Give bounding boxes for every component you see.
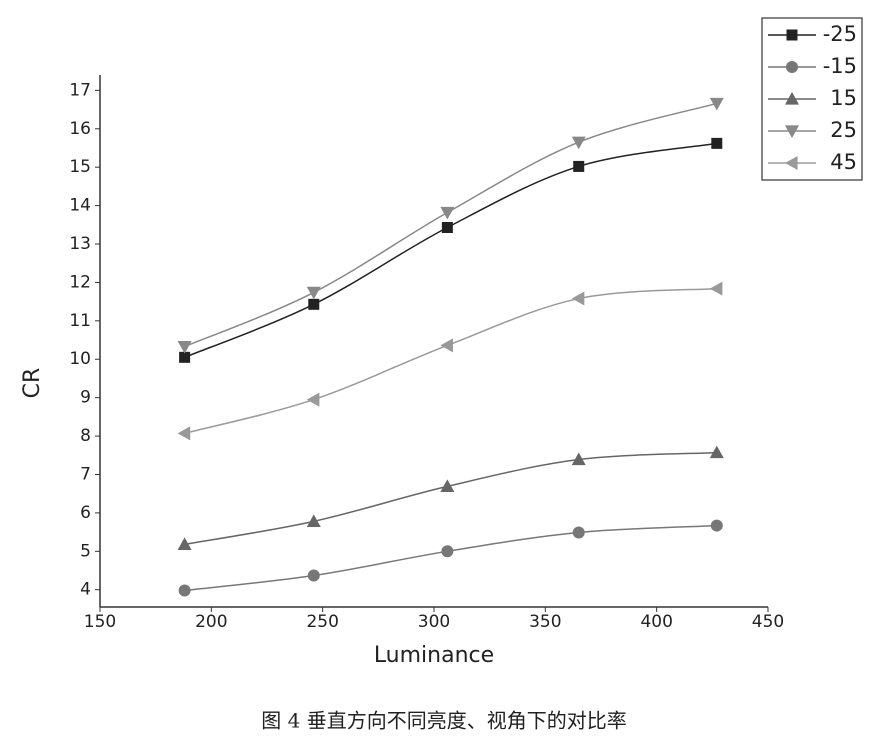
legend-label: 15 — [830, 86, 857, 110]
y-tick-label: 11 — [69, 311, 91, 331]
data-point — [177, 340, 192, 354]
data-point — [306, 392, 320, 407]
data-point — [571, 136, 586, 150]
x-tick-label: 450 — [752, 612, 784, 632]
legend-label: 25 — [830, 118, 857, 142]
data-point — [179, 351, 191, 363]
legend-marker — [786, 61, 798, 73]
legend-marker — [785, 92, 799, 105]
series-line — [184, 287, 717, 435]
data-point — [308, 298, 320, 310]
data-point — [306, 286, 321, 300]
data-point — [440, 338, 453, 353]
y-tick-label: 16 — [69, 119, 91, 139]
y-tick-label: 13 — [69, 234, 91, 254]
x-tick-label: 200 — [195, 612, 227, 632]
data-point — [441, 221, 453, 233]
data-point — [306, 514, 321, 527]
x-tick-label: 250 — [306, 612, 338, 632]
series-line — [184, 142, 717, 359]
x-tick-label: 350 — [529, 612, 561, 632]
data-point — [177, 537, 192, 550]
legend-marker — [785, 125, 799, 138]
x-tick-label: 150 — [84, 612, 116, 632]
data-point — [573, 160, 585, 172]
legend-marker — [785, 156, 798, 170]
data-point — [709, 97, 724, 111]
y-tick-label: 7 — [80, 464, 91, 484]
x-tick-label: 400 — [640, 612, 672, 632]
y-tick-label: 4 — [80, 580, 91, 600]
data-point — [709, 445, 724, 459]
data-point — [571, 452, 586, 466]
y-tick-label: 5 — [80, 541, 91, 561]
caption: 图 4 垂直方向不同亮度、视角下的对比率 — [261, 709, 626, 733]
data-point — [571, 291, 585, 306]
y-tick-label: 9 — [80, 388, 91, 408]
y-tick-label: 15 — [69, 157, 91, 177]
legend-label: -25 — [823, 22, 857, 46]
series-line — [184, 451, 717, 546]
data-point — [710, 519, 723, 532]
data-point — [440, 206, 455, 220]
data-point — [441, 545, 454, 558]
data-point — [440, 479, 455, 492]
data-point — [178, 584, 191, 597]
y-tick-label: 6 — [80, 503, 91, 523]
y-axis-title: CR — [20, 368, 45, 399]
y-tick-label: 10 — [69, 349, 91, 369]
series-line — [184, 524, 717, 592]
y-tick-label: 12 — [69, 272, 91, 292]
data-point — [177, 426, 191, 441]
data-point — [572, 526, 585, 539]
y-tick-label: 14 — [69, 196, 91, 216]
legend-label: 45 — [830, 150, 857, 174]
legend-label: -15 — [823, 54, 857, 78]
data-point — [307, 569, 320, 582]
data-point — [709, 281, 723, 296]
y-tick-label: 17 — [69, 80, 91, 100]
y-tick-label: 8 — [80, 426, 91, 446]
x-tick-label: 300 — [418, 612, 450, 632]
data-point — [711, 137, 723, 149]
legend-marker — [786, 29, 798, 41]
x-axis-title: Luminance — [374, 643, 494, 668]
